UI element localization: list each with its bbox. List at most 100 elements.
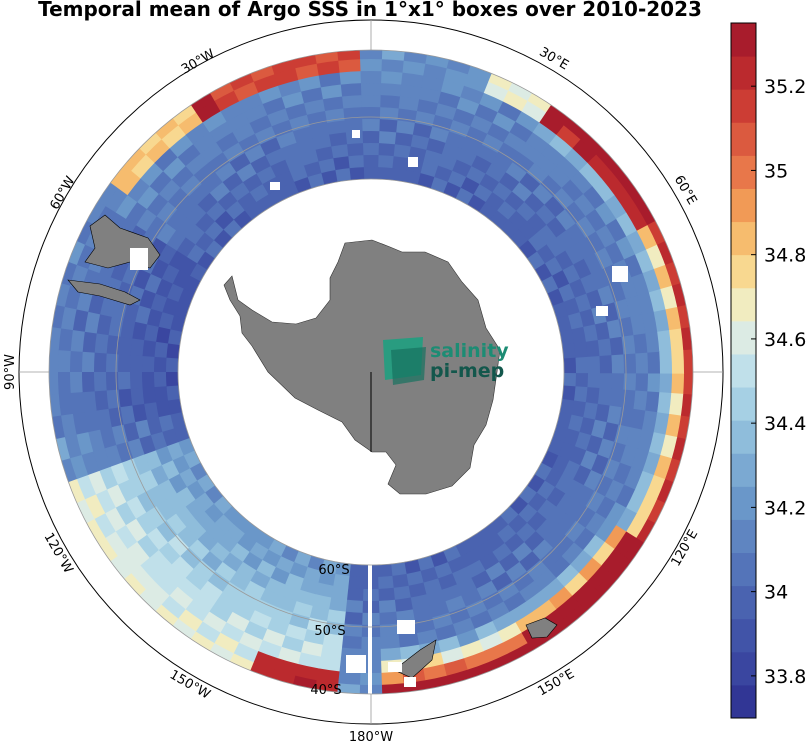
- salinity-patch: [653, 264, 673, 291]
- colorbar-swatch: [731, 353, 756, 388]
- salinity-patch: [504, 561, 528, 583]
- salinity-patch: [224, 611, 250, 633]
- salinity-patch: [429, 550, 448, 568]
- salinity-patch: [119, 317, 136, 339]
- salinity-patch: [127, 473, 148, 497]
- salinity-patch: [109, 554, 132, 579]
- salinity-patch: [647, 220, 666, 247]
- salinity-patch: [84, 310, 101, 334]
- lat-label-40s: 40°S: [310, 683, 341, 698]
- salinity-patch: [81, 350, 95, 372]
- salinity-patch: [473, 620, 498, 641]
- salinity-patch: [124, 517, 147, 543]
- salinity-patch: [647, 351, 661, 374]
- salinity-patch: [521, 100, 548, 124]
- colorbar-swatch: [731, 453, 756, 487]
- salinity-patch: [230, 600, 255, 622]
- salinity-patch: [242, 620, 268, 641]
- salinity-patch: [653, 309, 670, 334]
- salinity-patch: [195, 99, 222, 123]
- salinity-patch: [58, 391, 73, 416]
- salinity-patch: [238, 91, 265, 113]
- salinity-patch: [591, 541, 615, 568]
- salinity-patch: [72, 410, 89, 435]
- salinity-patch: [575, 215, 597, 240]
- salinity-patch: [94, 331, 109, 354]
- salinity-patch: [327, 597, 348, 613]
- salinity-patch: [502, 591, 527, 614]
- salinity-patch: [499, 171, 521, 193]
- salinity-patch: [146, 307, 163, 327]
- salinity-patch: [603, 525, 627, 551]
- salinity-patch: [508, 601, 533, 624]
- salinity-patch: [562, 604, 587, 627]
- salinity-patch: [533, 568, 557, 592]
- salinity-patch: [626, 205, 649, 233]
- salinity-patch: [165, 492, 186, 514]
- salinity-patch: [143, 401, 159, 420]
- salinity-patch: [630, 314, 646, 337]
- salinity-patch: [479, 92, 505, 113]
- salinity-patch: [563, 372, 577, 388]
- salinity-patch: [263, 577, 286, 596]
- salinity-patch: [552, 301, 569, 320]
- salinity-patch: [145, 137, 171, 163]
- salinity-patch: [573, 386, 588, 404]
- salinity-patch: [416, 555, 435, 572]
- salinity-patch: [405, 570, 424, 587]
- salinity-patch: [564, 147, 589, 173]
- salinity-patch: [583, 252, 604, 276]
- salinity-patch: [614, 187, 638, 214]
- salinity-patch: [501, 632, 528, 655]
- salinity-patch: [526, 162, 550, 185]
- salinity-patch: [243, 580, 266, 600]
- colorbar-swatch: [731, 89, 756, 123]
- colorbar-swatch: [731, 155, 756, 189]
- salinity-patch: [430, 612, 454, 630]
- salinity-patch: [143, 323, 159, 342]
- logo-line1: salinity: [430, 340, 509, 362]
- salinity-patch: [269, 669, 296, 685]
- salinity-patch: [568, 312, 584, 331]
- salinity-patch: [305, 617, 328, 634]
- salinity-patch: [398, 96, 421, 112]
- salinity-patch: [446, 59, 473, 75]
- salinity-patch: [455, 577, 477, 597]
- salinity-patch: [524, 590, 550, 613]
- salinity-patch: [545, 506, 567, 529]
- salinity-patch: [656, 479, 674, 505]
- salinity-patch: [585, 435, 604, 456]
- colorbar-tick-label: 34.4: [764, 413, 806, 435]
- salinity-patch: [313, 679, 339, 693]
- salinity-patch: [633, 390, 648, 413]
- salinity-patch: [475, 580, 498, 601]
- salinity-patch: [168, 585, 194, 610]
- colorbar-tick-label: 35: [764, 160, 788, 182]
- salinity-patch: [138, 588, 162, 612]
- new-zealand-south: [393, 639, 437, 679]
- salinity-patch: [194, 620, 221, 644]
- salinity-patch: [578, 162, 603, 188]
- salinity-patch: [167, 472, 187, 494]
- salinity-patch: [237, 631, 263, 652]
- salinity-patch: [222, 171, 244, 192]
- salinity-patch: [584, 490, 606, 514]
- salinity-patch: [683, 372, 693, 397]
- salinity-patch: [409, 594, 430, 611]
- salinity-patch: [249, 569, 271, 590]
- salinity-patch: [123, 300, 140, 322]
- salinity-patch: [604, 479, 625, 504]
- salinity-patch: [338, 58, 363, 73]
- salinity-patch: [609, 388, 624, 409]
- salinity-patch: [296, 137, 317, 155]
- salinity-patch: [562, 343, 577, 360]
- salinity-patch: [311, 593, 332, 610]
- salinity-patch: [175, 486, 196, 507]
- salinity-patch: [543, 526, 566, 550]
- salinity-patch: [119, 404, 136, 425]
- salinity-patch: [560, 542, 584, 566]
- salinity-patch: [585, 387, 600, 406]
- salinity-patch: [574, 193, 597, 218]
- salinity-patch: [132, 267, 152, 290]
- salinity-patch: [261, 548, 282, 568]
